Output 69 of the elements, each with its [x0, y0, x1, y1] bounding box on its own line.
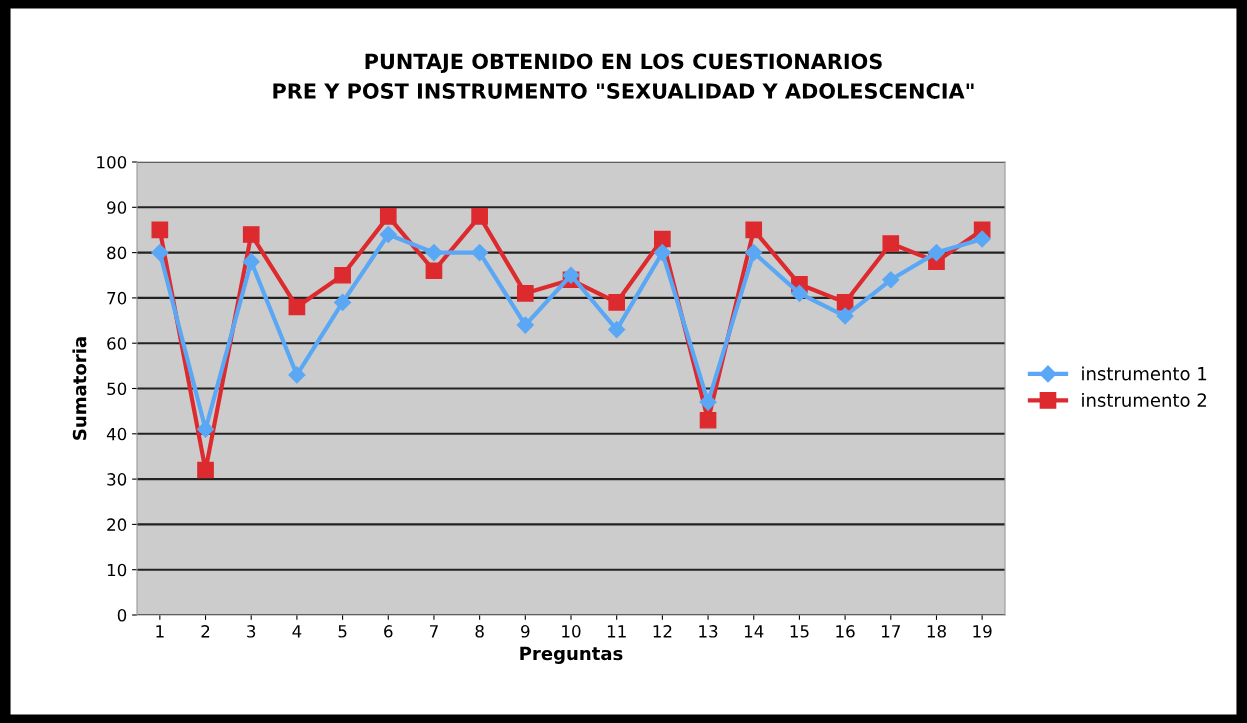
- x-tick-label: 16: [836, 625, 855, 638]
- point: [653, 244, 671, 262]
- point: [882, 235, 900, 252]
- x-tick-label: 9: [521, 625, 530, 638]
- point: [654, 230, 671, 248]
- x-tick-label: 6: [384, 625, 393, 638]
- y-tick-label: 10: [107, 563, 127, 577]
- x-tick-label: 13: [699, 625, 718, 638]
- chart-title: PUNTAJE OBTENIDO EN LOS CUESTIONARIOS PRE Y POST INSTRUMENTO "SEXUALIDAD Y ADOLESCENCIA": [273, 53, 974, 99]
- point: [242, 226, 260, 243]
- point: [151, 221, 169, 239]
- x-tick-label: 1: [156, 625, 164, 638]
- point: [379, 225, 397, 244]
- point: [379, 208, 397, 225]
- point: [745, 244, 763, 262]
- point: [516, 316, 534, 334]
- x-tick-label: 17: [882, 625, 900, 638]
- x-tick-label: 15: [790, 625, 809, 638]
- point: [196, 420, 215, 438]
- point: [608, 321, 626, 339]
- x-tick-label: 14: [744, 625, 764, 638]
- x-tick-label: 4: [292, 625, 302, 638]
- x-tick-label: 19: [973, 625, 992, 638]
- y-tick-label: 50: [107, 382, 127, 396]
- point: [608, 294, 626, 311]
- point: [882, 271, 900, 289]
- y-tick-label: 100: [97, 155, 127, 169]
- point: [334, 293, 352, 311]
- point: [288, 366, 306, 384]
- legend-label: instrumento 1: [1082, 366, 1207, 381]
- x-tick-label: 11: [607, 625, 626, 638]
- point: [197, 461, 214, 479]
- y-tick-label: 60: [107, 337, 127, 350]
- point: [790, 284, 808, 302]
- x-tick-label: 3: [247, 625, 256, 638]
- point: [151, 244, 169, 262]
- x-axis-title: Preguntas: [520, 646, 623, 664]
- x-tick-label: 7: [430, 625, 438, 638]
- y-tick-label: 80: [107, 246, 127, 260]
- y-tick-label: 20: [107, 518, 127, 531]
- y-tick-label: 30: [107, 473, 127, 486]
- point: [425, 244, 443, 262]
- point: [836, 294, 854, 311]
- point: [471, 244, 489, 262]
- y-tick-label: 70: [107, 291, 127, 305]
- point: [334, 266, 351, 284]
- y-axis-title: Sumatoria: [72, 337, 87, 440]
- x-tick-label: 10: [562, 625, 581, 638]
- point: [425, 262, 443, 280]
- x-tick-label: 12: [653, 625, 672, 638]
- x-tick-label: 2: [201, 625, 210, 638]
- y-tick-label: 40: [106, 427, 127, 441]
- point: [699, 411, 717, 429]
- x-tick-label: 8: [475, 625, 484, 638]
- point: [836, 307, 854, 325]
- y-tick-label: 0: [117, 608, 127, 622]
- point: [471, 208, 488, 225]
- point: [745, 221, 763, 239]
- point: [699, 393, 717, 411]
- point: [973, 230, 991, 248]
- point: [927, 244, 946, 262]
- point: [562, 266, 580, 284]
- x-tick-label: 18: [927, 625, 946, 638]
- point: [242, 253, 260, 271]
- x-tick-label: 5: [338, 625, 347, 638]
- point: [288, 298, 306, 316]
- y-tick-label: 90: [107, 201, 127, 214]
- point: [516, 285, 534, 302]
- legend-label: instrumento 2: [1082, 393, 1206, 407]
